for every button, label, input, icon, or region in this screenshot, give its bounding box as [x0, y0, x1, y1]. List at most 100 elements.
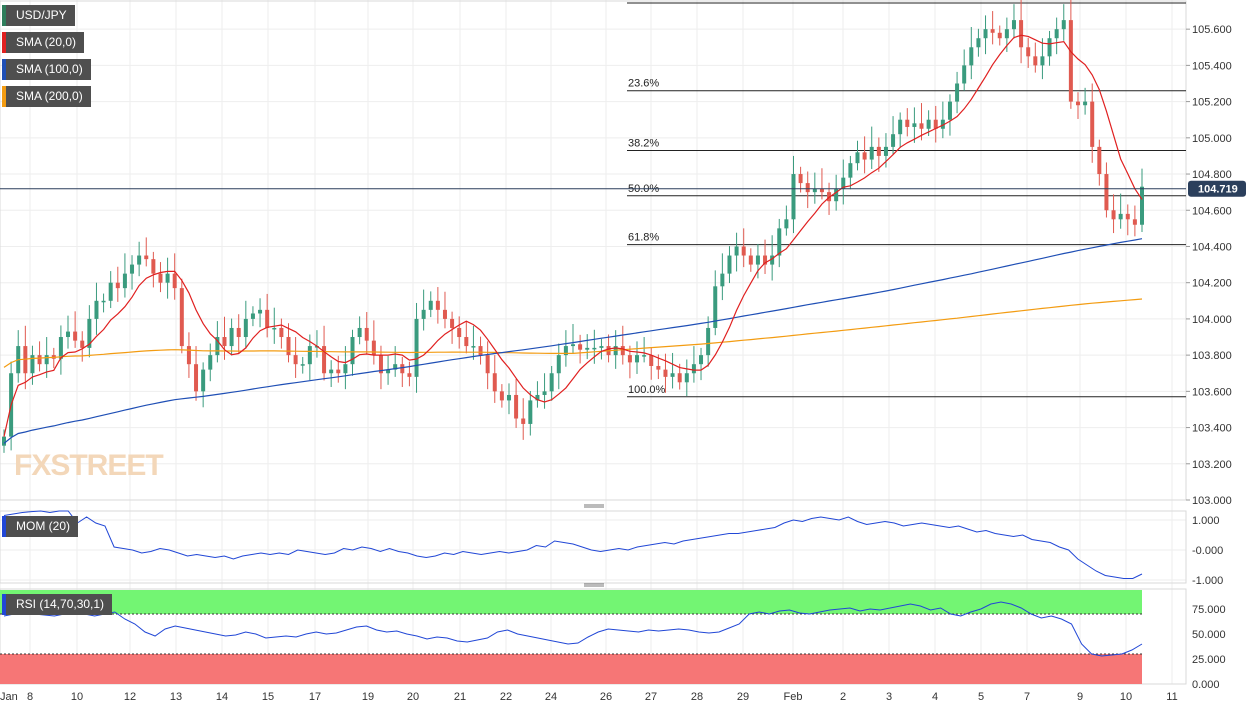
candle-body [144, 255, 149, 260]
candle-body [307, 346, 312, 365]
legend-symbol[interactable]: USD/JPY [2, 5, 75, 26]
rsi-tick-label: 50.000 [1192, 629, 1226, 641]
last-price-tag [1188, 180, 1246, 197]
price-tick-label: 104.800 [1192, 169, 1232, 181]
fib-level-label: 100.0% [628, 384, 666, 396]
mom-tick-label: -0.000 [1192, 545, 1223, 557]
rsi-oversold-zone [0, 654, 1142, 684]
candle-body [499, 391, 504, 401]
candle-body [763, 255, 768, 265]
candle-body [87, 318, 92, 348]
candle-body [122, 273, 127, 289]
candle-body [158, 273, 163, 283]
candle-body [108, 282, 113, 301]
momentum-panel-frame [0, 510, 1187, 584]
sma20-line [3, 34, 1143, 437]
rsi-line [3, 601, 1143, 657]
candle-body [101, 300, 106, 303]
candle-body [130, 264, 135, 274]
candle-body [1047, 38, 1052, 57]
x-tick-label: 29 [737, 691, 749, 703]
fib-level-label: 38.2% [628, 137, 659, 149]
candle-body [855, 152, 860, 164]
legend-sma100[interactable]: SMA (100,0) [2, 59, 91, 80]
legend-sma20[interactable]: SMA (20,0) [2, 32, 85, 53]
candle-body [720, 273, 725, 287]
candle-body [450, 318, 455, 328]
candle-body [293, 355, 298, 365]
candle-body [848, 163, 853, 178]
candle-body [300, 364, 305, 366]
x-tick-label: 13 [170, 691, 182, 703]
x-tick-label: 9 [1077, 691, 1083, 703]
candle-body [691, 364, 696, 374]
price-tick-label: 104.200 [1192, 278, 1232, 290]
candle-body [1011, 20, 1016, 30]
candle-body [1061, 20, 1066, 30]
candle-body [1090, 101, 1095, 147]
x-tick-label: Feb [784, 691, 803, 703]
candle-body [179, 288, 184, 347]
legend-sma200[interactable]: SMA (200,0) [2, 86, 91, 107]
axes-layer: Jan 8 10 12 13 14 15 17 19 20 21 22 24 26 27 28 29 Feb 2 3 4… [0, 24, 1246, 703]
candle-body [215, 337, 220, 356]
candle-body [620, 346, 625, 356]
price-tick-label: 104.600 [1192, 205, 1232, 217]
candle-body [165, 273, 170, 283]
candle-body [883, 146, 888, 156]
candle-body [58, 337, 63, 359]
candle-body [556, 355, 561, 374]
candle-body [755, 255, 760, 265]
candle-body [343, 364, 348, 374]
candle-body [485, 355, 490, 374]
candle-body [955, 83, 960, 102]
candle-body [677, 373, 682, 383]
x-tick-label: 14 [216, 691, 228, 703]
x-tick-label: 10 [71, 691, 83, 703]
price-tick-label: 104.000 [1192, 314, 1232, 326]
x-tick-label: 10 [1120, 691, 1132, 703]
price-tick-label: 103.600 [1192, 386, 1232, 398]
candle-body [492, 373, 497, 392]
x-tick-label: 28 [691, 691, 703, 703]
price-panel-frame [0, 0, 1187, 501]
candle-body [706, 327, 711, 356]
candle-body [784, 219, 789, 229]
candle-body [514, 394, 519, 419]
grid-layer [0, 0, 1186, 684]
x-tick-label: 5 [978, 691, 984, 703]
candle-body [819, 188, 824, 193]
legend-rsi[interactable]: RSI (14,70,30,1) [2, 594, 113, 615]
price-tick-label: 103.800 [1192, 350, 1232, 362]
candle-body [684, 373, 689, 383]
candle-body [414, 318, 419, 377]
candle-body [834, 188, 839, 202]
candle-body [1040, 56, 1045, 66]
candle-body [1068, 20, 1073, 102]
rsi-tick-label: 25.000 [1192, 654, 1226, 666]
candle-body [201, 369, 206, 392]
candle-body [798, 174, 803, 184]
candle-body [279, 327, 284, 338]
candle-body [876, 146, 881, 156]
candle-body [727, 255, 732, 274]
candle-body [457, 327, 462, 338]
price-tick-label: 105.200 [1192, 97, 1232, 109]
candle-body [371, 340, 376, 356]
candle-body [44, 355, 49, 365]
x-tick-label: 22 [500, 691, 512, 703]
candle-body [393, 364, 398, 370]
candle-body [286, 337, 291, 356]
candle-body [1075, 101, 1080, 106]
candle-body [926, 119, 931, 129]
candle-body [777, 228, 782, 256]
candle-body [571, 344, 575, 347]
candle-body [208, 355, 213, 370]
candle-body [66, 331, 71, 338]
legend-momentum[interactable]: MOM (20) [2, 516, 78, 537]
candle-body [329, 369, 334, 374]
candle-body [905, 119, 910, 127]
candle-body [442, 309, 447, 319]
candle-body [272, 327, 277, 330]
